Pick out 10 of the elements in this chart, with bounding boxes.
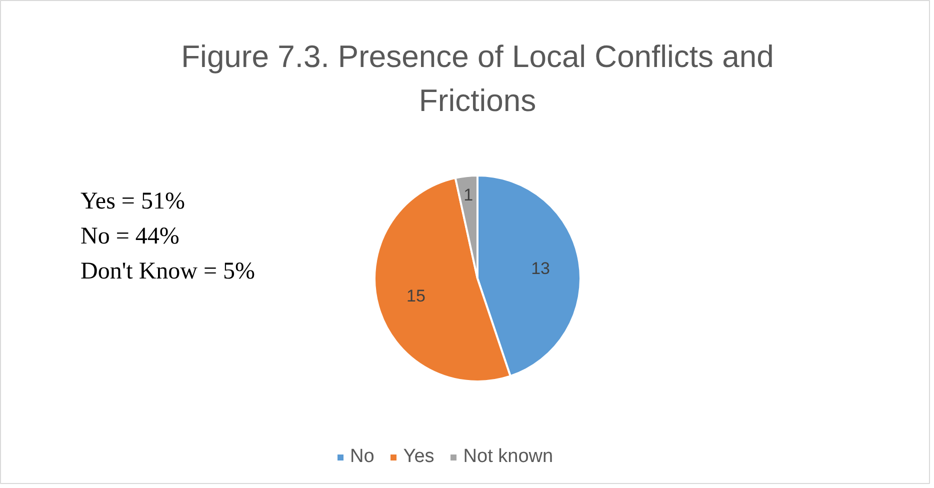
data-label: 13 [531, 259, 550, 278]
legend-label: Yes [403, 446, 434, 468]
text: No = 44% [80, 224, 180, 250]
text: Don't Know = 5% [80, 258, 256, 284]
data-label: 1 [464, 186, 474, 205]
legend-label: No [350, 446, 374, 468]
legend-label: Not known [463, 446, 554, 468]
chart-title: Figure 7.3. Presence of Local Conflicts and Frictions [181, 39, 774, 118]
text: Yes = 51% [80, 188, 185, 214]
data-label: 15 [406, 286, 426, 306]
